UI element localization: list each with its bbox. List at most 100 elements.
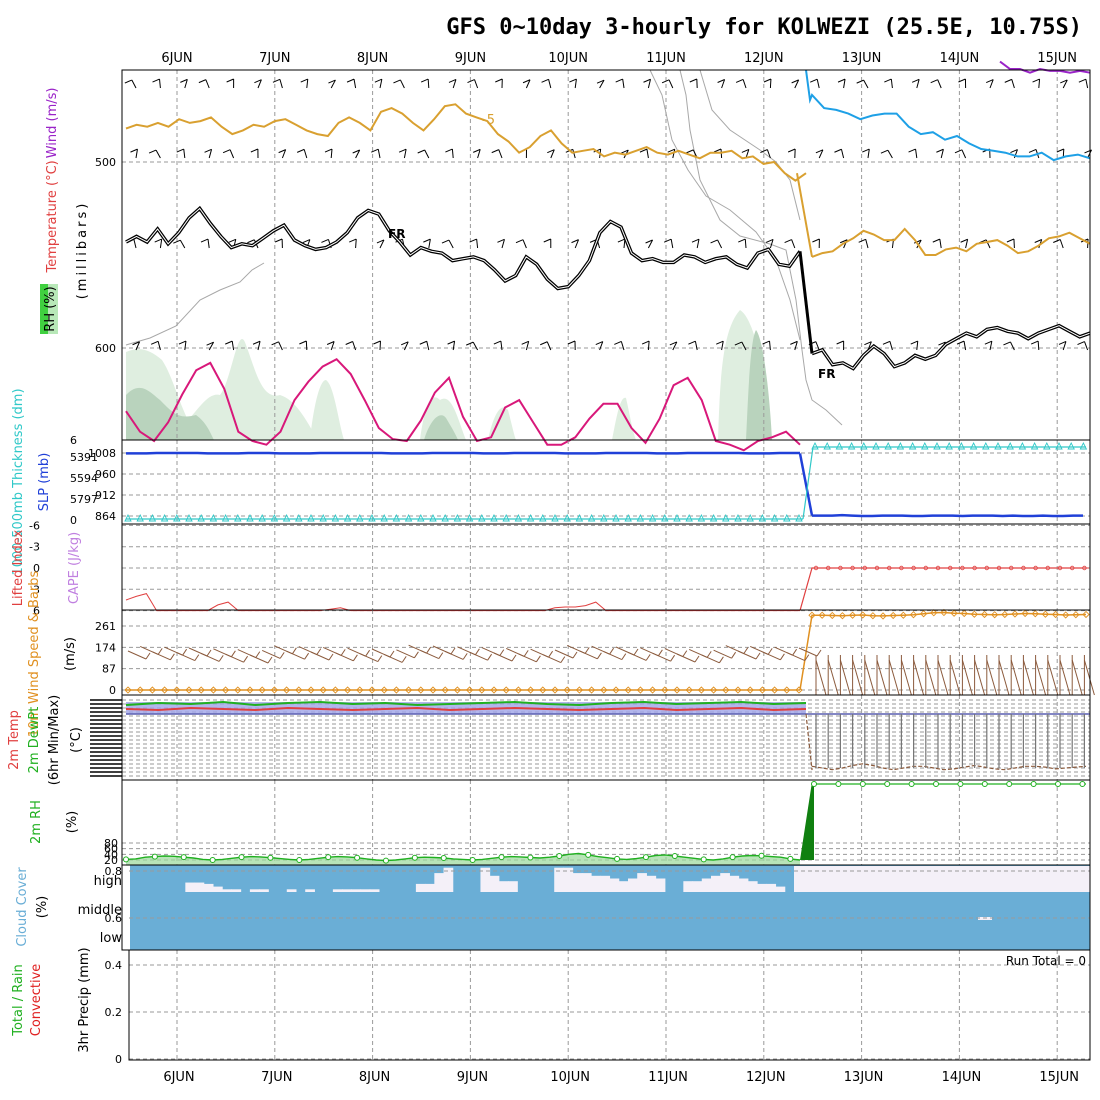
- surface-barb: [627, 651, 647, 661]
- cloud-high-gap: [738, 878, 749, 892]
- wind-speed-marker: [136, 686, 144, 694]
- surface-barb: [261, 649, 281, 659]
- cloud-high-gap: [351, 889, 362, 892]
- wind-speed-marker-after: [818, 611, 826, 619]
- thickness-marker: [429, 513, 437, 522]
- freezing-level-line: [125, 205, 802, 291]
- wind-barb: [207, 239, 210, 249]
- thickness-marker: [587, 513, 596, 522]
- surface-barb: [798, 647, 818, 657]
- wind-barb: [647, 340, 650, 351]
- thickness-marker: [270, 513, 279, 522]
- date-label-bottom: 13JUN: [844, 1070, 884, 1085]
- slp-line-after: [812, 513, 1083, 518]
- thickness-tick: 5797: [70, 493, 98, 506]
- wind-barb: [574, 239, 579, 249]
- wind-speed-marker: [295, 686, 303, 694]
- wind-barb: [916, 340, 919, 351]
- cloud-high-gap: [415, 883, 426, 892]
- surface-barb-flag: [657, 649, 663, 657]
- surface-barb-flag: [157, 648, 163, 655]
- wind-barb: [721, 341, 724, 351]
- cloud-high-gap: [332, 889, 343, 892]
- thickness-marker: [478, 513, 486, 522]
- wind-barb: [963, 341, 967, 351]
- wind-speed-marker: [526, 686, 535, 694]
- wind-barb-flag: [466, 341, 474, 346]
- wind-barb-flag: [1034, 239, 1042, 243]
- isotherm-minus5-line: [125, 103, 807, 182]
- thickness-marker: [234, 513, 242, 522]
- rh2m-marker-after: [1055, 781, 1061, 787]
- wind-speed-marker: [685, 686, 693, 694]
- rh2m-marker: [296, 857, 303, 863]
- thickness-marker: [185, 513, 193, 522]
- wind-speed-marker-after: [869, 612, 877, 620]
- thickness-marker: [612, 513, 620, 522]
- cloud-high-gap: [646, 875, 657, 892]
- date-label-top: 6JUN: [161, 51, 192, 66]
- surface-barb-after-flag: [1035, 659, 1047, 696]
- wind-barb-flag: [571, 239, 579, 244]
- wind-barb: [281, 149, 287, 159]
- isotherm-minus5-line-after: [811, 227, 1091, 258]
- freezing-level-line-core: [125, 207, 801, 290]
- thickness-marker: [136, 513, 144, 522]
- li-marker: [1009, 565, 1014, 571]
- rh2m-tick: 60: [104, 843, 118, 856]
- wind-barb: [427, 78, 430, 89]
- li-marker: [813, 565, 819, 571]
- rh2m-marker-after: [859, 781, 866, 787]
- cloud-high-gap: [480, 867, 491, 892]
- pressure-tick: 600: [95, 342, 116, 355]
- run-total-label: Run Total = 0: [1006, 954, 1086, 968]
- date-label-top: 13JUN: [842, 51, 882, 66]
- wind-barb-flag: [152, 78, 160, 83]
- wind-barb: [794, 79, 800, 89]
- wind-barb-flag: [880, 149, 889, 154]
- surface-barb: [652, 652, 671, 662]
- surface-barb-flag: [426, 646, 432, 654]
- wind-barb: [229, 149, 235, 159]
- li-marker: [911, 565, 916, 571]
- surface-barb-flag: [511, 654, 517, 662]
- rh2m-marker: [411, 854, 418, 861]
- surface-barb: [200, 652, 220, 662]
- wind-barb-flag: [717, 79, 725, 83]
- thickness-marker: [1067, 441, 1075, 450]
- wind-barb: [183, 149, 186, 159]
- wind10m-ylabel: 10m Wind Speed & Barbs: [27, 571, 42, 738]
- wind-barb-flag: [734, 341, 743, 346]
- date-label-top: 14JUN: [940, 51, 980, 66]
- li-ylabel: Lifted Index: [11, 529, 26, 606]
- date-label-bottom: 6JUN: [163, 1070, 194, 1085]
- wind-barb-flag: [228, 238, 237, 243]
- wind-barb: [1009, 341, 1015, 351]
- pressure-ylabel: (millibars): [75, 201, 90, 300]
- wind-barb-flag: [956, 340, 965, 345]
- wind-barb-flag: [663, 238, 672, 243]
- wind-speed-marker: [722, 686, 730, 694]
- wind-speed-marker-after: [808, 611, 816, 619]
- surface-barb: [762, 651, 781, 661]
- thickness-marker: [982, 441, 990, 450]
- surface-barb-flag: [499, 649, 505, 656]
- wind-barb: [1011, 79, 1015, 89]
- wind-barb: [1037, 340, 1040, 351]
- surface-barb: [518, 653, 537, 663]
- wind-barb: [452, 341, 456, 351]
- wind10m-unit: (m/s): [63, 637, 78, 671]
- thickness-marker: [661, 513, 669, 522]
- temperature-ylabel: Temperature (°C): [45, 160, 60, 273]
- rh2m-marker: [382, 857, 389, 864]
- surface-barb: [396, 649, 415, 659]
- thickness-marker: [957, 441, 966, 450]
- cloud-high-gap: [747, 881, 758, 892]
- thickness-tick: 5391: [70, 451, 98, 464]
- wind-barb: [403, 341, 409, 351]
- surface-barb-flag: [670, 654, 676, 662]
- rh2m-marker-after: [981, 781, 988, 787]
- surface-barb: [383, 653, 403, 663]
- wind-barb: [208, 341, 215, 351]
